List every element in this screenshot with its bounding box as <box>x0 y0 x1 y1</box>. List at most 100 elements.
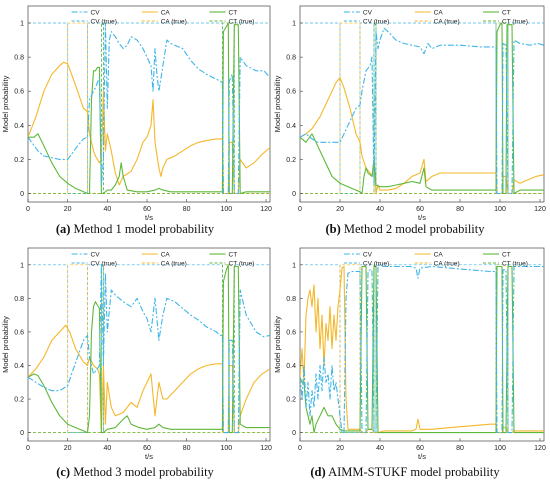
series-line-ct <box>300 265 544 434</box>
y-tick-label: 0 <box>292 191 296 198</box>
y-tick-label: 0.2 <box>14 397 24 404</box>
y-axis-label: Model probability <box>1 316 10 373</box>
legend-label: CA (true) <box>161 18 187 25</box>
legend: CV CA CT CV (true) CA (true) CT (true) <box>71 251 255 267</box>
x-tick-label: 40 <box>103 445 111 452</box>
legend-label: CA <box>161 251 171 258</box>
series-group <box>300 22 544 195</box>
series-line-cv <box>300 27 544 195</box>
x-tick-label: 60 <box>416 206 424 213</box>
series-group <box>300 264 544 434</box>
x-tick-label: 80 <box>456 445 464 452</box>
caption-text: AIMM-STUKF model probability <box>326 465 501 479</box>
legend-label: CA <box>434 251 444 258</box>
x-tick-label: 80 <box>456 206 464 213</box>
y-tick-label: 1 <box>20 21 24 28</box>
x-tick-label: 120 <box>534 445 546 452</box>
caption-text: Method 3 model probability <box>70 465 214 479</box>
legend-label: CA <box>161 9 171 16</box>
legend-label: CA (true) <box>434 260 460 267</box>
series-group <box>28 264 270 434</box>
x-tick-label: 0 <box>26 206 30 213</box>
y-tick-label: 0.2 <box>14 157 24 164</box>
x-tick-label: 0 <box>298 206 302 213</box>
panel-caption: (d) AIMM-STUKF model probability <box>310 465 500 479</box>
y-tick-label: 0 <box>20 191 24 198</box>
caption-text: Method 1 model probability <box>70 222 214 236</box>
caption-text: Method 2 model probability <box>341 222 485 236</box>
x-tick-label: 120 <box>260 445 272 452</box>
y-tick-label: 1 <box>20 262 24 269</box>
y-tick-label: 0.2 <box>286 157 296 164</box>
x-tick-label: 100 <box>494 206 506 213</box>
series-group <box>28 22 270 195</box>
panel-caption: (c) Method 3 model probability <box>56 465 214 479</box>
x-tick-label: 80 <box>183 445 191 452</box>
x-axis-label: t/s <box>418 452 426 461</box>
legend-label: CT (true) <box>502 260 528 267</box>
y-axis-label: Model probability <box>273 75 282 132</box>
y-tick-label: 0.6 <box>14 89 24 96</box>
y-tick-label: 0.6 <box>286 89 296 96</box>
y-tick-label: 0.4 <box>14 363 24 370</box>
series-line-ct <box>28 22 270 195</box>
panel-b: 0 20 40 60 80 100 120 0 0.2 0.4 0.6 0.8 1 t/s Model pr… <box>273 5 546 236</box>
x-axis-label: t/s <box>418 213 426 222</box>
legend-label: CV (true) <box>363 260 389 267</box>
caption-tag: (a) <box>56 222 71 236</box>
y-tick-label: 0.8 <box>14 296 24 303</box>
y-tick-label: 0.6 <box>286 329 296 336</box>
y-tick-label: 0.8 <box>286 296 296 303</box>
legend-label: CV <box>363 9 373 16</box>
legend-label: CT <box>502 9 511 16</box>
x-axis-label: t/s <box>145 213 153 222</box>
legend-label: CV (true) <box>91 260 117 267</box>
y-tick-label: 0.4 <box>286 123 296 130</box>
x-tick-label: 0 <box>298 445 302 452</box>
legend: CV CA CT CV (true) CA (true) CT (true) <box>71 9 255 25</box>
legend-label: CV <box>363 251 373 258</box>
x-tick-label: 20 <box>64 445 72 452</box>
y-tick-label: 0 <box>20 430 24 437</box>
y-tick-label: 0.2 <box>286 397 296 404</box>
x-tick-label: 40 <box>103 206 111 213</box>
legend-label: CT (true) <box>502 18 528 25</box>
x-tick-label: 20 <box>336 445 344 452</box>
x-tick-label: 20 <box>336 206 344 213</box>
x-tick-label: 100 <box>221 445 233 452</box>
y-tick-label: 1 <box>292 262 296 269</box>
legend-label: CA <box>434 9 444 16</box>
y-tick-label: 0.4 <box>14 123 24 130</box>
y-tick-label: 0 <box>292 430 296 437</box>
series-line-ct-true <box>28 264 270 433</box>
legend-label: CT (true) <box>229 18 255 25</box>
x-tick-label: 80 <box>183 206 191 213</box>
legend-label: CA (true) <box>161 260 187 267</box>
panel-caption: (b) Method 2 model probability <box>325 222 485 236</box>
series-line-cv <box>28 264 270 434</box>
y-tick-label: 0.8 <box>286 55 296 62</box>
legend-label: CT (true) <box>229 260 255 267</box>
legend-label: CT <box>229 251 238 258</box>
y-tick-label: 0.8 <box>14 55 24 62</box>
x-tick-label: 120 <box>534 206 546 213</box>
legend-label: CV (true) <box>91 18 117 25</box>
legend-label: CA (true) <box>434 18 460 25</box>
x-tick-label: 60 <box>143 445 151 452</box>
legend-label: CV <box>91 251 101 258</box>
legend: CV CA CT CV (true) CA (true) CT (true) <box>343 251 528 267</box>
y-tick-label: 0.4 <box>286 363 296 370</box>
x-tick-label: 120 <box>260 206 272 213</box>
legend: CV CA CT CV (true) CA (true) CT (true) <box>343 9 528 25</box>
x-axis-label: t/s <box>145 452 153 461</box>
legend-label: CV (true) <box>363 18 389 25</box>
panel-a: 0 20 40 60 80 100 120 0 0.2 0.4 0.6 0.8 1 t/s Model pr… <box>1 5 272 236</box>
y-tick-label: 0.6 <box>14 329 24 336</box>
series-line-cv <box>300 264 544 434</box>
caption-tag: (b) <box>325 222 340 236</box>
legend-label: CT <box>502 251 511 258</box>
x-tick-label: 100 <box>494 445 506 452</box>
y-axis-label: Model probability <box>273 316 282 373</box>
caption-tag: (d) <box>310 465 325 479</box>
